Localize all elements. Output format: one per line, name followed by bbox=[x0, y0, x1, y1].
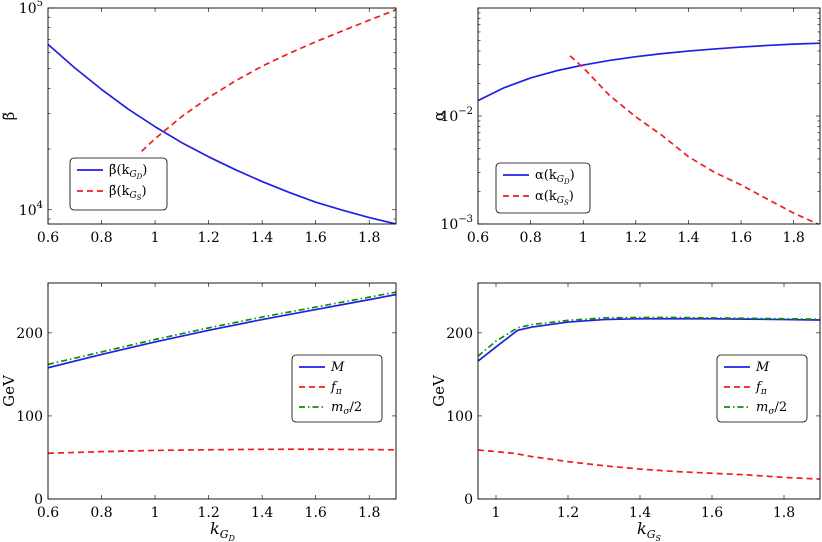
x-tick-label: 1.8 bbox=[358, 505, 380, 521]
legend: β̃(kGD) β̃(kGS) bbox=[69, 157, 168, 211]
x-tick-label: 1.2 bbox=[557, 505, 579, 521]
legend-label: β̃(kGS) bbox=[109, 184, 147, 202]
y-axis-label: β̃ bbox=[0, 112, 18, 121]
x-tick-label: 1.4 bbox=[629, 505, 651, 521]
y-tick-label: 10−2 bbox=[440, 106, 473, 125]
axis-frame bbox=[477, 282, 821, 500]
x-tick-label: 1.2 bbox=[197, 505, 219, 521]
y-tick-label: 104 bbox=[19, 200, 43, 219]
legend-label: M bbox=[330, 360, 345, 375]
series-line-green-dashdot bbox=[48, 291, 396, 366]
series-line-red-dashed bbox=[141, 8, 396, 152]
y-axis-label: GeV bbox=[0, 374, 18, 407]
axis-frame bbox=[47, 282, 397, 500]
legend: Mfπ mσ/2 bbox=[716, 354, 808, 423]
series-line-red-dashed bbox=[478, 449, 820, 480]
x-axis-label: kGD bbox=[210, 519, 236, 542]
series-line-blue-solid bbox=[48, 293, 396, 369]
x-tick-label: 0.6 bbox=[467, 230, 489, 246]
x-tick-label: 1.2 bbox=[197, 230, 219, 246]
legend-label: β̃(kGD) bbox=[109, 163, 147, 181]
chart-panel-1: 0.6 0.8 1 1.2 1.4 1.6 1.8 104 105 β̃ β̃(kGD) β̃(kGS… bbox=[0, 0, 397, 246]
x-tick-label: 1 bbox=[579, 230, 588, 246]
x-tick-label: 1.8 bbox=[773, 505, 795, 521]
y-tick-label: 100 bbox=[446, 409, 473, 425]
series-line-red-dashed bbox=[569, 55, 820, 224]
x-tick-label: 1 bbox=[151, 230, 160, 246]
series-line-red-dashed bbox=[48, 448, 396, 455]
chart-panel-3: 0.6 0.8 1 1.2 1.4 1.6 1.8 0 100 200 GeV kGD Mfπ mσ/2 bbox=[0, 282, 397, 542]
legend-label: α(kGD) bbox=[535, 168, 575, 186]
x-tick-label: 1 bbox=[151, 505, 160, 521]
legend-label: M bbox=[755, 360, 770, 375]
x-tick-label: 1.4 bbox=[677, 230, 699, 246]
x-axis-label: kGS bbox=[637, 519, 662, 542]
x-tick-label: 1.6 bbox=[701, 505, 723, 521]
legend: Mfπ mσ/2 bbox=[291, 354, 383, 423]
x-tick-label: 1.8 bbox=[783, 230, 805, 246]
y-tick-label: 105 bbox=[19, 0, 43, 17]
x-tick-label: 1 bbox=[492, 505, 501, 521]
x-tick-label: 1.6 bbox=[305, 505, 327, 521]
y-tick-label: 100 bbox=[16, 409, 43, 425]
y-axis-label: α bbox=[430, 111, 448, 121]
x-tick-label: 0.6 bbox=[37, 230, 59, 246]
legend-label: fπ bbox=[330, 380, 343, 397]
legend: α(kGD) α(kGS) bbox=[495, 162, 591, 214]
x-tick-label: 0.6 bbox=[37, 505, 59, 521]
x-tick-label: 1.2 bbox=[625, 230, 647, 246]
chart-panel-2: 0.6 0.8 1 1.2 1.4 1.6 1.8 10−3 10−2α α(kGD) α(kGS) bbox=[430, 7, 821, 246]
y-tick-label: 0 bbox=[464, 492, 473, 508]
y-tick-label: 0 bbox=[34, 492, 43, 508]
x-tick-label: 1.8 bbox=[358, 230, 380, 246]
legend-label: mσ/2 bbox=[756, 400, 787, 417]
legend-label: mσ/2 bbox=[331, 400, 362, 417]
x-tick-label: 1.4 bbox=[251, 505, 273, 521]
x-tick-label: 1.6 bbox=[305, 230, 327, 246]
legend-label: fπ bbox=[755, 380, 768, 397]
x-tick-label: 0.8 bbox=[90, 505, 112, 521]
y-axis-label: GeV bbox=[430, 374, 448, 407]
series-line-green-dashdot bbox=[478, 316, 820, 357]
axis-frame bbox=[47, 7, 397, 225]
x-tick-label: 1.4 bbox=[251, 230, 273, 246]
y-tick-label: 200 bbox=[16, 326, 43, 342]
y-tick-label: 10−3 bbox=[440, 214, 473, 233]
x-tick-label: 0.8 bbox=[519, 230, 541, 246]
x-tick-label: 0.8 bbox=[90, 230, 112, 246]
series-line-blue-solid bbox=[478, 42, 820, 102]
legend-label: α(kGS) bbox=[535, 189, 574, 207]
series-line-blue-solid bbox=[48, 43, 396, 224]
y-tick-label: 200 bbox=[446, 326, 473, 342]
x-tick-label: 1.6 bbox=[730, 230, 752, 246]
chart-panel-4: 1 1.2 1.4 1.6 1.8 0 100 200 GeV kGS Mfπ mσ/2 bbox=[430, 282, 821, 542]
